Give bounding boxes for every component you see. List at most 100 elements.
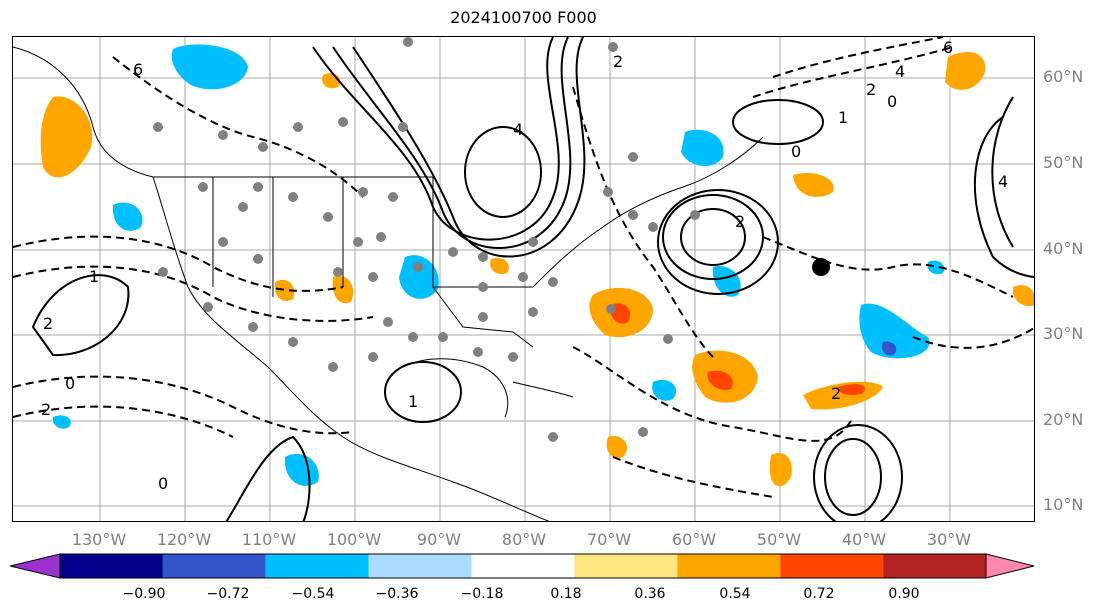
contour-label: 2 [831,384,841,403]
colorbar-cell [60,554,163,578]
station-dot [528,307,538,317]
station-dot [413,262,423,272]
colorbar-tick: 0.54 [719,586,751,602]
map-title: 2024100700 F000 [450,8,597,27]
colorbar-tick: −0.36 [375,586,419,602]
colorbar [10,553,1035,579]
contour-label: 0 [65,374,75,393]
station-dot [548,277,558,287]
station-dot [218,237,228,247]
station-dot [153,122,163,132]
station-markers [153,37,700,442]
contour-label: 4 [513,120,523,139]
station-dot [358,187,368,197]
colorbar-cell [368,554,472,578]
contour-label-group: 6 4 2 0 1 2 0 2 1 1 0 2 6 4 2 0 2 4 [41,38,1008,493]
lat-label: 10°N [1043,495,1084,514]
lat-label: 20°N [1043,410,1084,429]
colorbar-cell [780,554,884,578]
colorbar-tick: 0.18 [550,586,582,602]
colorbar-cell [677,554,781,578]
contour-label: 2 [613,52,623,71]
station-dot [473,347,483,357]
colorbar-border [59,553,987,579]
lon-label: 70°W [586,530,632,549]
black-marker [812,258,830,276]
station-dot [198,182,208,192]
station-dot [293,122,303,132]
station-dot [383,317,393,327]
colorbar-cell [471,554,575,578]
dashed-contours [13,37,1034,498]
colorbar-extend-high [985,553,1035,579]
lon-label: 110°W [241,530,297,549]
station-dot [606,304,616,314]
station-dot [376,232,386,242]
map-plot: 6 4 2 0 1 2 0 2 1 1 0 2 6 4 2 0 2 4 [13,37,1034,521]
colorbar-cell [162,554,266,578]
station-dot [638,427,648,437]
station-dot [478,252,488,262]
station-dot [603,187,613,197]
station-dot [508,352,518,362]
station-dot [218,130,228,140]
station-dot [408,332,418,342]
station-dot [203,302,213,312]
station-dot [238,202,248,212]
colorbar-tick: 0.72 [803,586,835,602]
lon-label: 30°W [926,530,972,549]
contour-label: 1 [89,267,99,286]
colorbar-tick: 0.36 [634,586,666,602]
contour-label: 4 [895,62,905,81]
station-dot [528,237,538,247]
lon-label: 130°W [71,530,127,549]
station-dot [518,272,528,282]
colorbar-tick: −0.18 [460,586,504,602]
station-dot [253,182,263,192]
station-dot [258,142,268,152]
colorbar-tick: −0.90 [122,586,166,602]
station-dot [353,237,363,247]
station-dot [253,254,263,264]
station-dot [328,362,338,372]
station-dot [438,332,448,342]
contour-label: 2 [41,400,51,419]
graticule [13,37,1034,521]
lat-label: 50°N [1043,153,1084,172]
contour-label: 1 [838,108,848,127]
station-dot [448,247,458,257]
map-panel: 6 4 2 0 1 2 0 2 1 1 0 2 6 4 2 0 2 4 [12,36,1035,522]
station-dot [628,152,638,162]
station-dot [368,272,378,282]
contour-label: 0 [158,474,168,493]
station-dot [398,122,408,132]
contour-label: 1 [408,392,418,411]
station-dot [403,37,413,47]
station-dot [248,322,258,332]
contour-label: 4 [998,172,1008,191]
lat-label: 30°N [1043,324,1084,343]
lon-label: 50°W [756,530,802,549]
contour-label: 0 [887,92,897,111]
station-dot [478,312,488,322]
station-dot [338,117,348,127]
contour-label: 2 [43,314,53,333]
colorbar-tick: 0.90 [888,586,920,602]
station-dot [288,192,298,202]
contour-label: 6 [133,60,143,79]
station-dot [548,432,558,442]
colorbar-extend-low [10,553,61,579]
contour-label: 6 [943,38,953,57]
lon-label: 60°W [671,530,717,549]
colorbar-cell [883,554,986,578]
station-dot [628,210,638,220]
colorbar-cell [574,554,678,578]
station-dot [663,334,673,344]
station-dot [478,282,488,292]
colorbar-tick: −0.72 [206,586,250,602]
colorbar-cell [265,554,369,578]
contour-label: 2 [735,212,745,231]
station-dot [323,212,333,222]
station-dot [648,222,658,232]
station-dot [288,337,298,347]
